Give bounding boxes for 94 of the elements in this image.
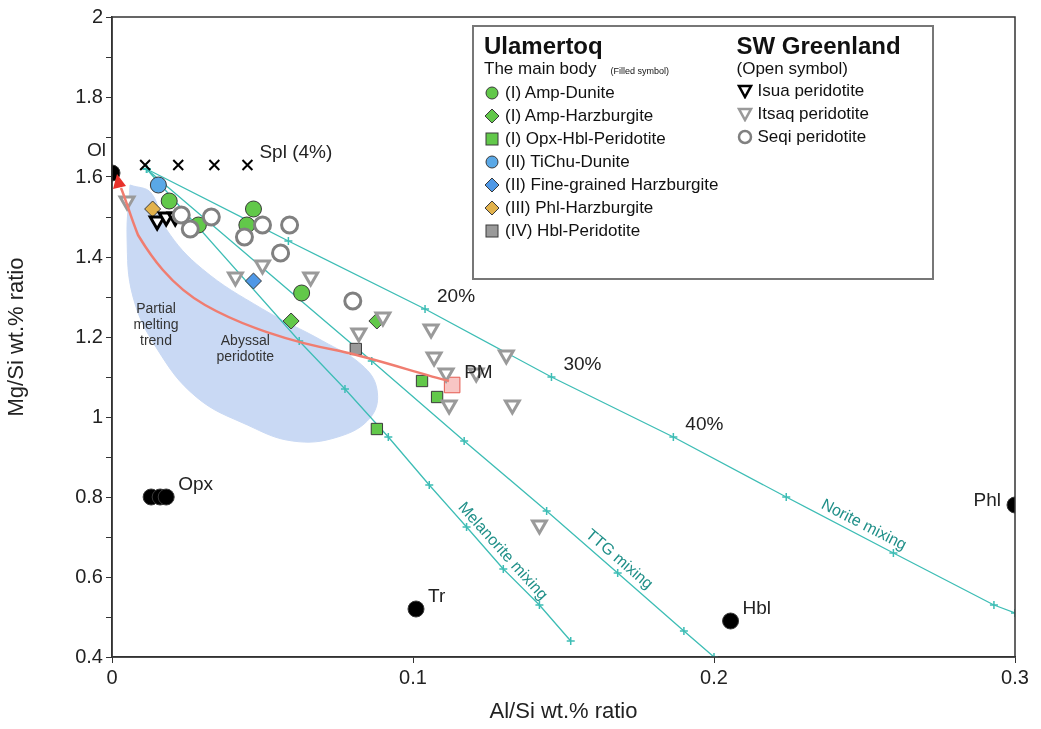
point [989,600,999,610]
point [383,432,394,442]
point [437,367,455,383]
point [497,349,515,365]
point [722,612,740,630]
point [139,159,152,171]
x-tick-label: 0 [106,665,118,688]
legend-label: (III) Phl-Harzburgite [505,197,654,219]
annotation: (Open symbol) [736,59,849,79]
point [407,600,425,618]
point [668,432,679,442]
point [679,626,689,636]
x-tick-label: 0.1 [399,665,427,688]
annotation: Spl (4%) [259,141,333,163]
y-tick-label: 1 [91,404,103,427]
legend-label: (II) Fine-grained Harzburgite [505,174,719,196]
x-tick-label: 0.3 [1001,665,1029,688]
annotation: Partial melting trend [132,300,180,348]
point [350,327,368,343]
annotation: Ol [87,139,106,161]
point [530,519,548,535]
y-tick-label: 0.8 [75,484,103,507]
annotation: SW Greenland [736,32,901,59]
y-tick-label: 0.4 [75,644,103,667]
point [254,259,271,275]
legend-label: Isua peridotite [757,80,865,102]
point [565,636,576,646]
series-label: Abyssal peridotite [216,332,275,365]
y-tick-label: 1.6 [75,164,103,187]
y-tick-label: 1.8 [75,84,103,107]
legend-label: (II) TiChu-Dunite [505,151,630,173]
legend-label: (I) Amp-Dunite [505,82,615,104]
y-axis-title: Mg/Si wt.% ratio [3,257,29,417]
point [302,271,320,287]
annotation: Hbl [742,597,772,619]
legend-label: (I) Opx-Hbl-Peridotite [505,128,666,150]
y-tick-label: 2 [91,4,103,27]
point [440,399,458,415]
legend-label: Seqi peridotite [757,126,867,148]
point [226,271,244,287]
point [425,351,443,367]
point [430,390,444,404]
point [271,243,291,263]
y-tick-label: 1.2 [75,324,103,347]
point [498,564,509,574]
point [241,159,254,171]
point [781,492,791,502]
point [283,236,294,246]
point [374,311,392,327]
point [340,384,350,394]
annotation: 20% [437,285,476,307]
point [534,600,545,610]
point [415,374,429,388]
legend-label: Itsaq peridotite [757,103,870,125]
point [280,215,300,235]
x-tick-label: 0.2 [700,665,728,688]
y-tick-label: 1.4 [75,244,103,267]
point [172,159,185,171]
annotation: 40% [685,413,724,435]
annotation: Tr [428,585,446,607]
y-tick-label: 0.6 [75,564,103,587]
point [144,200,162,218]
legend-label: (I) Amp-Harzburgite [505,105,654,127]
point [503,399,521,415]
point [180,219,200,239]
point [171,205,191,225]
point [343,291,363,311]
point [546,372,557,382]
annotation: Phl [973,489,1001,511]
annotation: The main body [484,59,597,78]
point [424,480,434,490]
x-axis-title: Al/Si wt.% ratio [489,697,638,723]
point [149,176,167,194]
annotation: (Filled symbol) [610,66,669,76]
annotation: 30% [563,353,602,375]
point [370,422,384,436]
annotation: Ulamertoq [484,32,604,59]
point [253,215,272,235]
annotation: PM [464,361,493,383]
point [541,506,552,516]
point [160,192,178,210]
point [244,272,262,290]
point [282,312,300,330]
point [208,159,221,171]
point [420,304,430,314]
point [234,227,254,247]
point [201,207,221,227]
point [293,284,311,302]
legend-label: (IV) Hbl-Peridotite [505,220,641,242]
point [422,323,440,339]
point [157,488,175,506]
annotation: Opx [178,473,214,495]
point [459,436,469,446]
point [244,200,262,218]
